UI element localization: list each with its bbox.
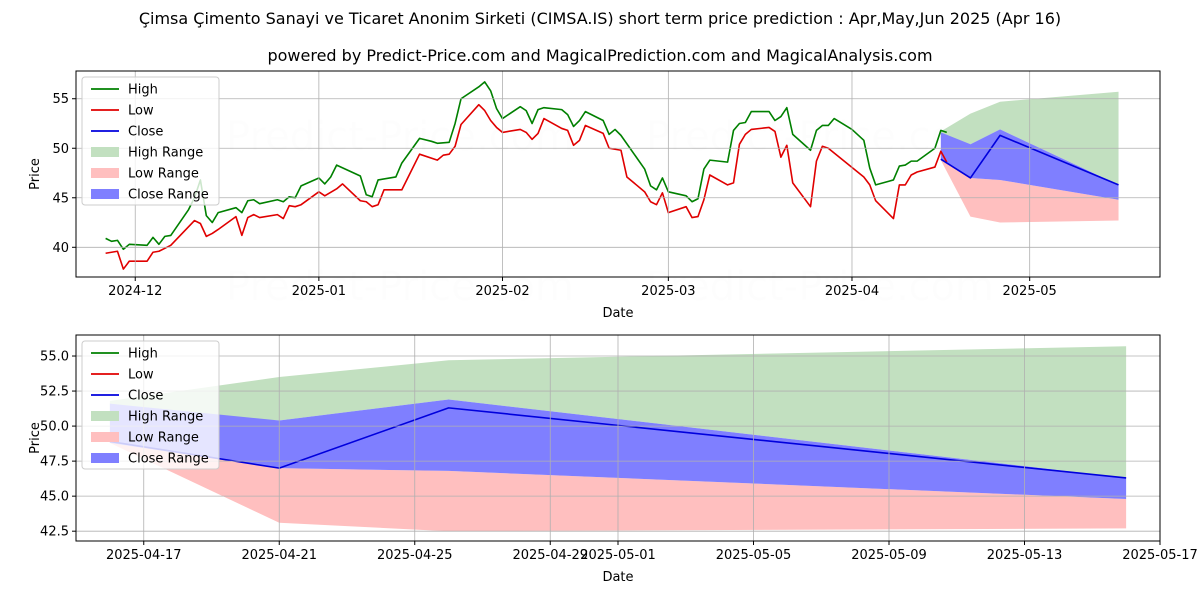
y-tick-label: 45.0 <box>40 490 69 505</box>
legend: High Low Close High Range Low Range Close Ran… <box>81 76 220 206</box>
series-line-low <box>105 103 948 270</box>
x-axis-label: Date <box>602 570 633 585</box>
x-tick-label: 2025-04-17 <box>106 548 182 563</box>
y-tick-label: 52.5 <box>40 385 69 400</box>
legend-label: Low Range <box>128 167 199 182</box>
y-tick-label: 50 <box>52 142 69 157</box>
legend-swatch-low-range <box>91 432 119 442</box>
y-tick-label: 47.5 <box>40 455 69 470</box>
legend-label: High <box>128 347 158 362</box>
legend: High Low Close High Range Low Range Close Ran… <box>81 340 220 470</box>
x-tick-label: 2025-02 <box>475 284 529 299</box>
x-tick-label: 2025-04-29 <box>512 548 588 563</box>
x-tick-label: 2025-05-05 <box>716 548 792 563</box>
series-line-close <box>940 134 1119 186</box>
legend-label: Low <box>128 368 154 383</box>
chart-panel-1: Predict-Price.com Predict-Price.comPredic… <box>28 70 1161 321</box>
x-tick-label: 2025-04-21 <box>241 548 317 563</box>
plot-area <box>105 81 1119 270</box>
y-tick-label: 55.0 <box>40 350 69 365</box>
watermark-text: Predict-Price.com <box>646 264 994 310</box>
legend-label: Low <box>128 104 154 119</box>
x-tick-label: 2025-04-25 <box>377 548 453 563</box>
y-tick-label: 45 <box>52 191 69 206</box>
x-tick-label: 2025-05-17 <box>1122 548 1198 563</box>
legend-label: Close <box>128 389 163 404</box>
legend-swatch-close-range <box>91 189 119 199</box>
x-tick-label: 2025-05-01 <box>580 548 656 563</box>
legend-swatch-high-range <box>91 411 119 421</box>
x-tick-label: 2025-05-09 <box>851 548 927 563</box>
y-tick-label: 40 <box>52 241 69 256</box>
x-tick-label: 2025-03 <box>641 284 695 299</box>
legend-label: Close Range <box>128 188 209 203</box>
legend-label: High Range <box>128 410 203 425</box>
y-tick-label: 42.5 <box>40 525 69 540</box>
legend-swatch-high-range <box>91 147 119 157</box>
legend-label: Low Range <box>128 431 199 446</box>
x-axis-label: Date <box>602 306 633 321</box>
chart-panel-2: Predict-Price.comPredict-Price.com2025-0… <box>28 334 1198 585</box>
legend-label: Close Range <box>128 452 209 467</box>
x-tick-label: 2025-04 <box>825 284 879 299</box>
x-tick-label: 2024-12 <box>108 284 162 299</box>
legend-label: High Range <box>128 146 203 161</box>
plot-frame <box>75 70 1161 278</box>
x-tick-label: 2025-01 <box>292 284 346 299</box>
x-tick-label: 2025-05-13 <box>987 548 1063 563</box>
series-line-high <box>105 81 948 251</box>
legend-label: Close <box>128 125 163 140</box>
y-tick-label: 55 <box>52 92 69 107</box>
legend-label: High <box>128 83 158 98</box>
page-subtitle: powered by Predict-Price.com and Magical… <box>267 46 933 65</box>
legend-swatch-close-range <box>91 453 119 463</box>
legend-swatch-low-range <box>91 168 119 178</box>
y-tick-label: 50.0 <box>40 420 69 435</box>
page-title: Çimsa Çimento Sanayi ve Ticaret Anonim S… <box>138 9 1062 28</box>
y-axis-label: Price <box>28 422 43 454</box>
watermark-text: Predict-Price.com <box>226 114 574 160</box>
x-tick-label: 2025-05 <box>1003 284 1057 299</box>
y-axis-label: Price <box>28 158 43 190</box>
